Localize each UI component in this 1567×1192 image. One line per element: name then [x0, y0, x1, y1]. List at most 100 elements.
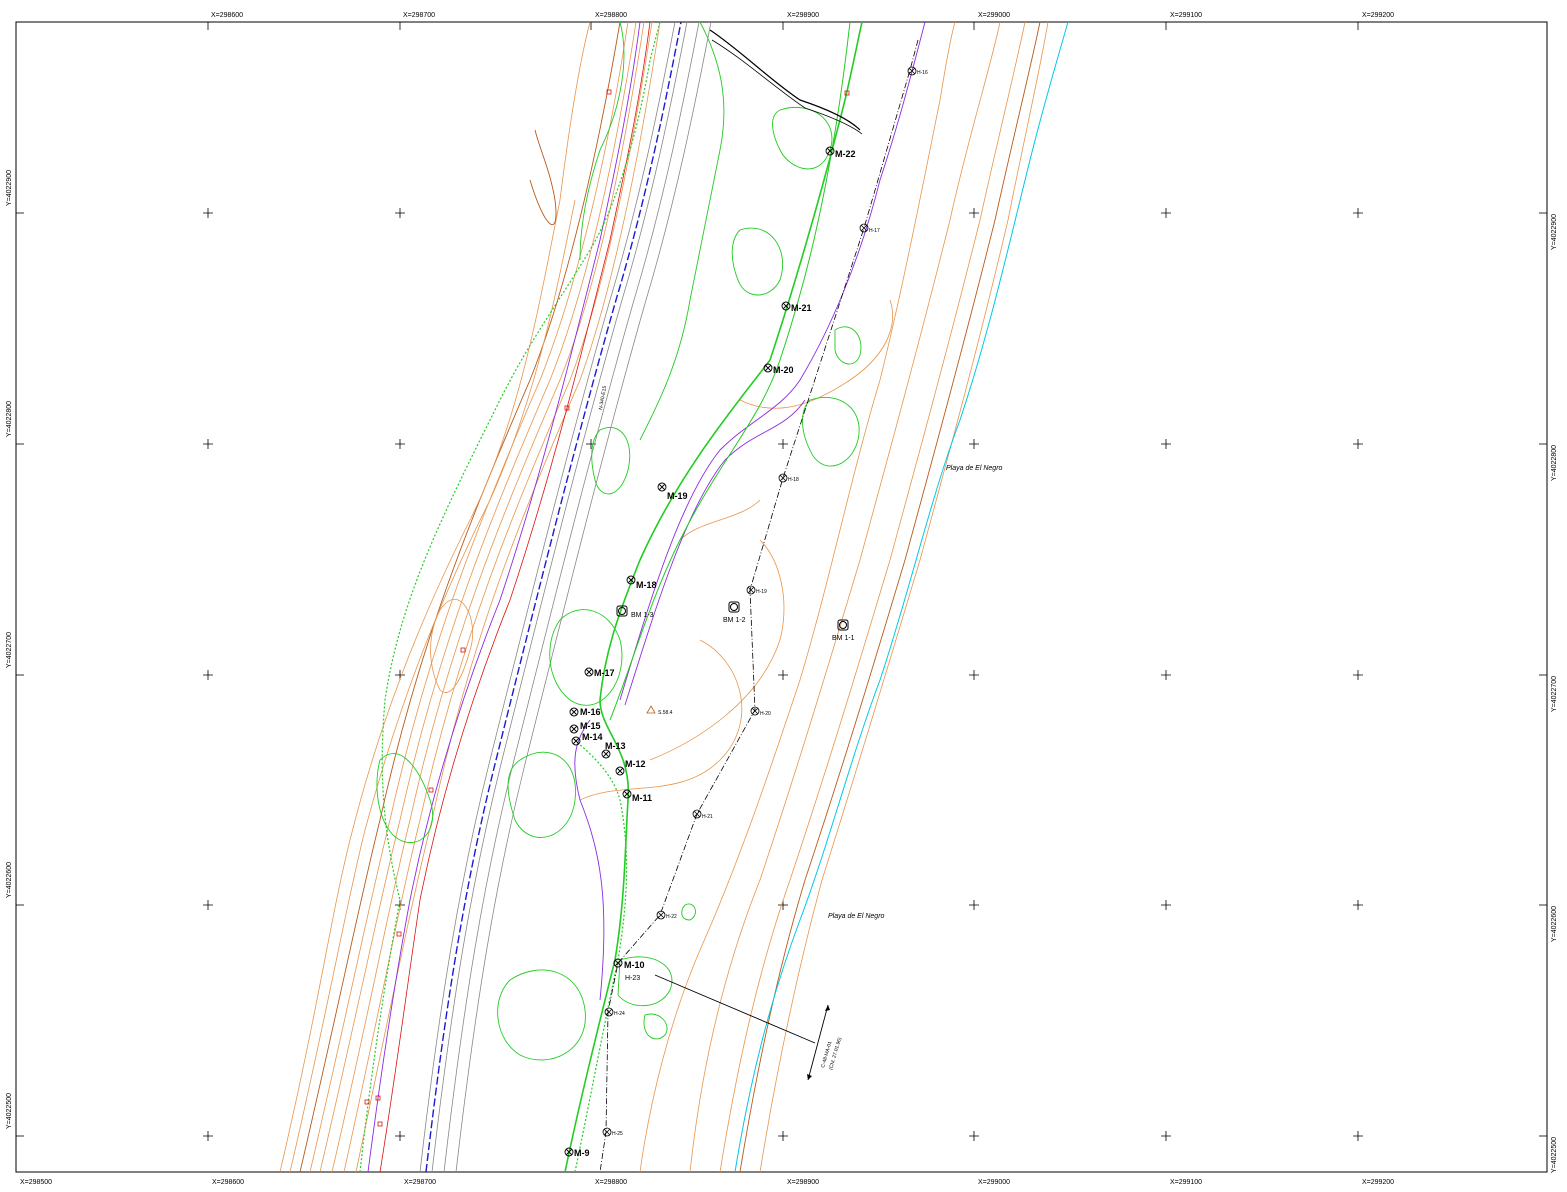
marker-h21[interactable]	[692, 809, 702, 819]
marker-h18[interactable]	[778, 473, 788, 483]
beach-label: Playa de El Negro	[828, 913, 885, 920]
label-m14: M-14	[582, 732, 603, 742]
green-tracks	[359, 21, 863, 1173]
benchmarks	[616, 601, 849, 631]
coord-x-top: X=298700	[403, 12, 435, 19]
m-labels: M-22 M-21 M-20 M-19 M-18 M-17 M-16 M-15 …	[574, 149, 856, 1158]
marker-m18[interactable]	[626, 575, 636, 585]
label-m10: M-10	[624, 960, 645, 970]
section-arrow	[807, 1004, 829, 1081]
label-m18: M-18	[636, 580, 657, 590]
marker-m14[interactable]	[571, 736, 581, 746]
marker-m20[interactable]	[763, 363, 773, 373]
red-road-edge	[379, 21, 651, 1173]
m-markers	[564, 146, 835, 1157]
label-h17: H-17	[869, 228, 880, 234]
marker-m16[interactable]	[569, 707, 579, 717]
boundary-lines	[367, 21, 926, 1173]
grid-crosses	[203, 208, 1363, 1141]
marker-h25[interactable]	[602, 1127, 612, 1137]
coord-labels-bottom: X=298500 X=298600 X=298700 X=298800 X=29…	[20, 1179, 1394, 1186]
coord-y-right: Y=4022600	[1551, 906, 1558, 942]
marker-m22[interactable]	[825, 146, 835, 156]
vegetation-outlines	[376, 21, 862, 1061]
coord-x-top: X=299200	[1362, 12, 1394, 19]
marker-m15[interactable]	[569, 724, 579, 734]
coord-x-bottom: X=298800	[595, 1179, 627, 1186]
coord-x-bottom: X=298500	[20, 1179, 52, 1186]
marker-h20[interactable]	[750, 706, 760, 716]
marker-m9[interactable]	[564, 1147, 574, 1157]
label-m21: M-21	[791, 303, 812, 313]
coord-x-bottom: X=298900	[787, 1179, 819, 1186]
label-m13: M-13	[605, 741, 626, 751]
marker-h24[interactable]	[604, 1007, 614, 1017]
coord-x-bottom: X=298700	[404, 1179, 436, 1186]
coord-x-bottom: X=298600	[212, 1179, 244, 1186]
label-h19: H-19	[756, 589, 767, 595]
marker-m21[interactable]	[781, 301, 791, 311]
label-m16: M-16	[580, 707, 601, 717]
coord-y-left: Y=4022900	[6, 170, 13, 206]
coord-y-left: Y=4022800	[6, 401, 13, 437]
marker-m17[interactable]	[584, 667, 594, 677]
label-h16: H-16	[917, 70, 928, 76]
marker-m11[interactable]	[622, 789, 632, 799]
label-h20: H-20	[760, 711, 771, 717]
label-m22: M-22	[835, 149, 856, 159]
arrow-head-top	[825, 1005, 830, 1011]
arrow-head-bottom	[807, 1074, 812, 1080]
label-m9: M-9	[574, 1148, 590, 1158]
marker-h19[interactable]	[746, 585, 756, 595]
benchmark-bm13[interactable]	[616, 605, 628, 617]
coord-labels-left: Y=4022900 Y=4022800 Y=4022700 Y=4022600 …	[6, 170, 13, 1129]
contour-lines-slope	[279, 21, 661, 1173]
section-line	[654, 974, 816, 1044]
coord-y-right: Y=4022500	[1551, 1137, 1558, 1173]
benchmark-bm11[interactable]	[837, 619, 849, 631]
label-bm12: BM 1-2	[723, 617, 746, 624]
marker-m19[interactable]	[657, 482, 667, 492]
label-bm11: BM 1-1	[832, 635, 855, 642]
label-m17: M-17	[594, 668, 615, 678]
label-h22: H-22	[666, 914, 677, 920]
label-m19: M-19	[667, 491, 688, 501]
traverse-line	[599, 39, 919, 1173]
access-road	[709, 29, 861, 131]
benchmark-bm12[interactable]	[728, 601, 740, 613]
label-m20: M-20	[773, 365, 794, 375]
label-m11: M-11	[632, 793, 652, 803]
coord-x-bottom: X=299200	[1362, 1179, 1394, 1186]
coord-x-top: X=298800	[595, 12, 627, 19]
beach-label: Playa de El Negro	[946, 465, 1003, 472]
label-h25: H-25	[612, 1131, 623, 1137]
marker-m12[interactable]	[615, 766, 625, 776]
coord-labels-right: Y=4022900 Y=4022800 Y=4022700 Y=4022600 …	[1551, 214, 1558, 1173]
coord-y-left: Y=4022700	[6, 632, 13, 668]
label-h23: H-23	[625, 975, 640, 982]
survey-point: S.58.4	[646, 705, 673, 716]
coord-x-top: X=298600	[211, 12, 243, 19]
coord-y-right: Y=4022900	[1551, 214, 1558, 250]
label-m15: M-15	[580, 721, 601, 731]
shoreline	[734, 21, 1069, 1173]
survey-point-label: S.58.4	[658, 710, 673, 716]
coord-x-top: X=299100	[1170, 12, 1202, 19]
marker-m10[interactable]	[613, 958, 623, 968]
contour-lines-beach	[579, 21, 1049, 1173]
frame-ticks	[16, 22, 1547, 1137]
coord-x-top: X=298900	[787, 12, 819, 19]
coord-y-left: Y=4022600	[6, 862, 13, 898]
h-markers	[602, 66, 917, 1137]
coord-y-right: Y=4022700	[1551, 676, 1558, 712]
marker-h17[interactable]	[859, 223, 869, 233]
marker-h16[interactable]	[907, 66, 917, 76]
marker-h22[interactable]	[656, 910, 666, 920]
label-h18: H-18	[788, 477, 799, 483]
marker-m13[interactable]	[601, 749, 611, 759]
highway	[419, 21, 712, 1173]
coord-labels-top: X=298600 X=298700 X=298800 X=298900 X=29…	[211, 12, 1394, 19]
coord-x-bottom: X=299100	[1170, 1179, 1202, 1186]
coord-x-top: X=299000	[978, 12, 1010, 19]
